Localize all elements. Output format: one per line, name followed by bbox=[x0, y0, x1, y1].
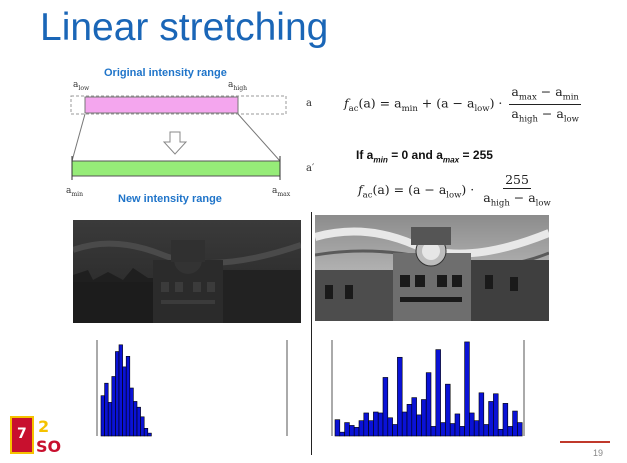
histogram-stretched-bar bbox=[473, 420, 480, 437]
original-range-outline bbox=[70, 95, 287, 115]
new-range-bar bbox=[71, 160, 281, 177]
histogram-stretched-bar bbox=[493, 393, 499, 437]
histogram-stretched-bar bbox=[483, 424, 489, 437]
histogram-original-bar bbox=[111, 376, 116, 437]
svg-text:SO: SO bbox=[36, 437, 61, 456]
histogram-stretched-bar bbox=[449, 423, 456, 437]
new-range-label: New intensity range bbox=[118, 193, 222, 205]
histogram-stretched-bar bbox=[334, 419, 341, 437]
histogram-original bbox=[96, 340, 288, 437]
histogram-original-bar bbox=[107, 402, 113, 437]
histogram-stretched-bar bbox=[387, 417, 393, 437]
original-range-bar bbox=[84, 96, 239, 114]
formula-special: fac(a) = (a − alow) · 255 ahigh − alow bbox=[358, 172, 551, 209]
histogram-stretched-bar bbox=[363, 412, 369, 437]
histogram-stretched-bar bbox=[373, 411, 379, 437]
histogram-stretched-bar bbox=[377, 412, 384, 437]
histogram-original-bar bbox=[118, 344, 123, 437]
histogram-stretched-bar bbox=[497, 428, 504, 437]
histogram-stretched bbox=[331, 340, 525, 437]
page-number: 19 bbox=[592, 448, 603, 458]
histogram-stretched-bar bbox=[397, 356, 403, 437]
histogram-stretched-bar bbox=[507, 426, 513, 437]
formula-general-fraction: amax − amin ahigh − alow bbox=[509, 84, 581, 124]
formula-general: fac(a) = amin + (a − alow) · amax − amin… bbox=[344, 84, 581, 124]
a-min-label: amin bbox=[66, 186, 84, 198]
footer-accent-line bbox=[560, 441, 610, 443]
connector-right bbox=[237, 113, 281, 162]
histogram-original-bar bbox=[122, 366, 127, 437]
histogram-stretched-bar bbox=[445, 383, 451, 437]
histogram-original-bar bbox=[140, 416, 145, 437]
histogram-stretched-bar bbox=[368, 420, 374, 437]
histogram-stretched-bar bbox=[459, 426, 465, 437]
histogram-original-bar bbox=[143, 428, 149, 437]
histogram-stretched-bar bbox=[358, 420, 365, 437]
histogram-stretched-bar bbox=[440, 422, 446, 437]
histogram-stretched-bar bbox=[435, 349, 441, 437]
svg-text:2: 2 bbox=[38, 417, 49, 436]
histogram-stretched-bar bbox=[353, 427, 360, 437]
histogram-original-bar bbox=[129, 387, 134, 437]
histogram-original-bar bbox=[100, 395, 105, 437]
histogram-stretched-bar bbox=[517, 422, 523, 437]
histogram-stretched-bar bbox=[339, 431, 345, 437]
histogram-original-bar bbox=[115, 351, 120, 437]
a-high-label: ahigh bbox=[228, 80, 248, 92]
connector-left bbox=[71, 113, 86, 162]
histogram-stretched-bar bbox=[488, 401, 494, 437]
histogram-stretched-bar bbox=[512, 410, 518, 437]
histogram-original-bar bbox=[136, 406, 141, 437]
histogram-stretched-bar bbox=[416, 414, 422, 437]
histogram-stretched-bar bbox=[469, 412, 475, 437]
histogram-stretched-bar bbox=[406, 404, 413, 437]
histogram-stretched-bar bbox=[411, 397, 417, 437]
histogram-stretched-bar bbox=[502, 403, 509, 437]
histogram-stretched-bar bbox=[344, 422, 350, 437]
a-prime-label: a′ bbox=[306, 163, 315, 174]
histogram-original-bar bbox=[133, 401, 138, 437]
formula-special-fraction: 255 ahigh − alow bbox=[483, 172, 551, 209]
histogram-original-bar bbox=[147, 432, 152, 437]
histogram-original-bar bbox=[125, 356, 131, 437]
histogram-stretched-bar bbox=[430, 426, 437, 437]
down-arrow-icon bbox=[162, 131, 188, 155]
histogram-stretched-bar bbox=[392, 424, 398, 437]
original-dark-image bbox=[73, 220, 301, 323]
histogram-stretched-bar bbox=[464, 341, 470, 437]
histogram-stretched-bar bbox=[349, 425, 355, 437]
institute-logo-icon: 7 2 SO bbox=[10, 416, 61, 456]
center-divider bbox=[311, 212, 312, 455]
intensity-range-diagram bbox=[70, 95, 287, 180]
slide-title: Linear stretching bbox=[40, 6, 329, 49]
a-axis-label: a bbox=[306, 98, 312, 109]
histogram-stretched-bar bbox=[421, 399, 427, 437]
histogram-stretched-bar bbox=[425, 372, 432, 437]
condition-text: If amin = 0 and amax = 255 bbox=[356, 148, 493, 165]
svg-text:7: 7 bbox=[17, 426, 27, 442]
histogram-original-bar bbox=[104, 382, 109, 437]
a-low-label: alow bbox=[73, 80, 90, 92]
histogram-stretched-bar bbox=[478, 392, 485, 437]
stretched-image bbox=[315, 215, 549, 321]
histogram-stretched-bar bbox=[382, 377, 389, 437]
a-max-label: amax bbox=[272, 186, 291, 198]
histogram-stretched-bar bbox=[401, 411, 408, 437]
original-range-label: Original intensity range bbox=[104, 67, 227, 79]
histogram-stretched-bar bbox=[454, 413, 461, 437]
